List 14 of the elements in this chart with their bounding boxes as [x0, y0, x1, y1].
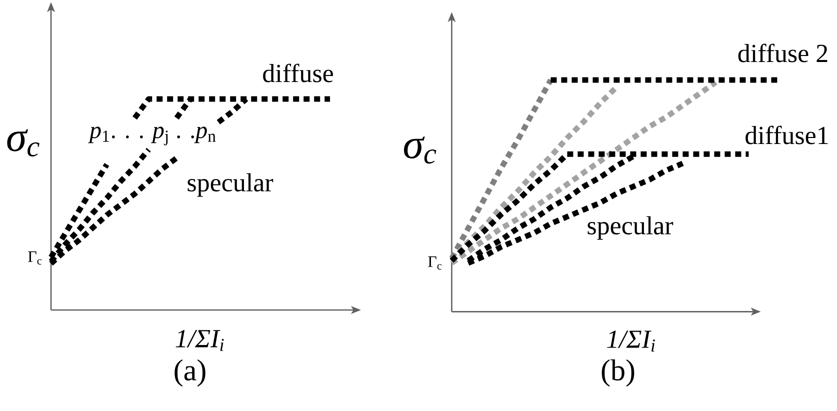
y-axis-title: σ$_{c}$ [404, 136, 436, 164]
annotation: diffuse1 [746, 126, 828, 144]
text: (a) [174, 359, 206, 387]
text: (b) [602, 359, 634, 387]
text: Γ$_{c}$ [428, 256, 442, 270]
x-axis-title: 1/ΣI$_{i}$ [176, 330, 224, 351]
annotation: specular [588, 216, 674, 240]
annotation: p$_{1}$. . . p$_{j}$ . .p$_{n}$ [88, 126, 216, 146]
x-axis-title: 1/ΣI$_{i}$ [607, 330, 655, 352]
text: diffuse [263, 64, 333, 82]
y-axis-title: σ$_{c}$ [7, 129, 40, 157]
text: diffuse 2 [738, 44, 828, 62]
text: Γ$_{c}$ [28, 251, 42, 265]
annotation: specular [188, 173, 274, 197]
